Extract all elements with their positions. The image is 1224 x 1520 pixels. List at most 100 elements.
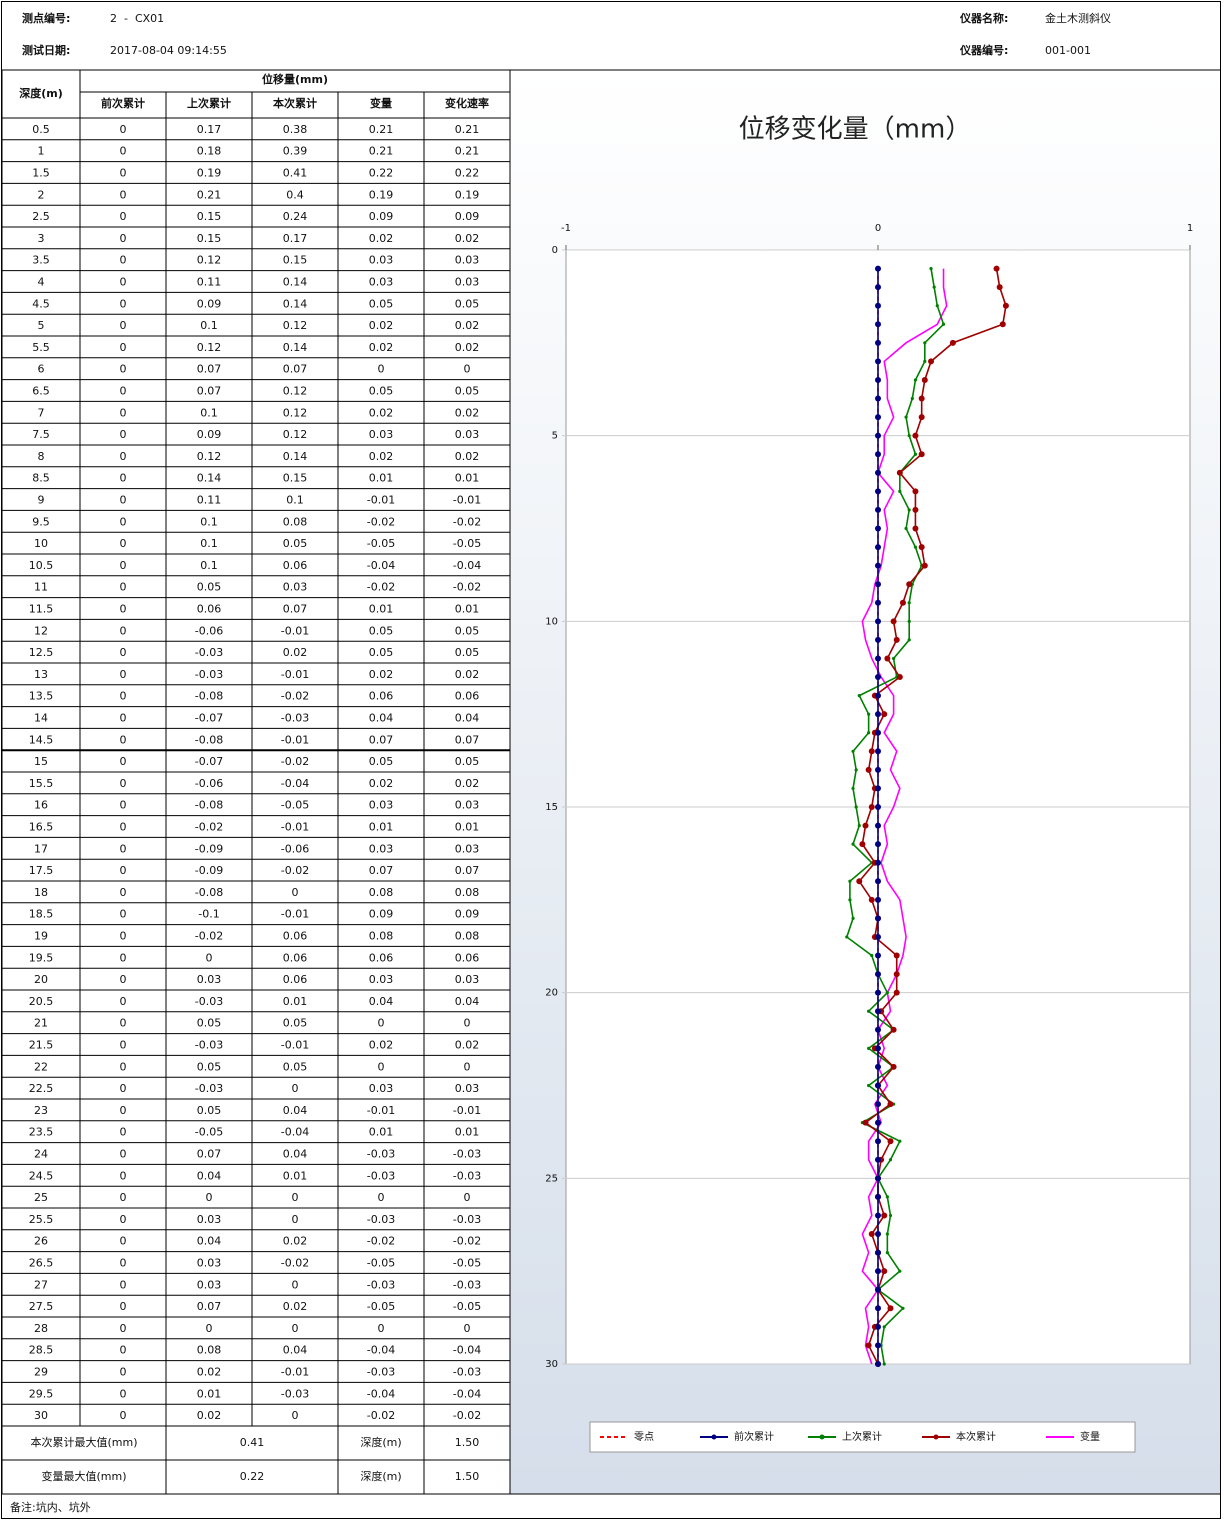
table-cell: 0.22 (369, 167, 394, 180)
table-cell: -0.03 (195, 995, 223, 1008)
table-cell: 0 (120, 123, 127, 136)
table-cell: 15.5 (29, 777, 54, 790)
legend-marker (819, 1434, 825, 1440)
table-cell: 0 (120, 406, 127, 419)
table-cell: -0.07 (195, 755, 223, 768)
table-cell: 0 (292, 1409, 299, 1422)
table-cell: 0.01 (283, 995, 308, 1008)
table-cell: 11 (34, 581, 48, 594)
table-cell: -0.05 (367, 1257, 395, 1270)
table-cell: -0.03 (367, 1213, 395, 1226)
series-marker (912, 488, 919, 495)
series-marker (875, 841, 881, 848)
table-cell: 0 (120, 254, 127, 267)
series-marker (993, 265, 1000, 272)
table-cell: 0 (120, 1257, 127, 1270)
table-cell: 0.14 (283, 276, 308, 289)
series-marker (875, 655, 881, 662)
table-cell: 0.17 (197, 123, 222, 136)
table-cell: 0.02 (283, 1235, 308, 1248)
table-cell: 0.21 (197, 188, 222, 201)
table-cell: 0 (120, 188, 127, 201)
table-cell: 0.02 (283, 1300, 308, 1313)
table-cell: 0 (120, 821, 127, 834)
table-cell: 21.5 (29, 1039, 54, 1052)
table-cell: 0.08 (369, 930, 394, 943)
series-marker (875, 989, 881, 996)
table-cell: -0.02 (367, 581, 395, 594)
table-cell: 0.04 (369, 995, 394, 1008)
series-marker (875, 1008, 881, 1015)
chart-title: 位移变化量（mm） (739, 115, 972, 145)
series-marker (875, 711, 881, 718)
table-cell: 4 (38, 276, 45, 289)
table-cell: 0.05 (369, 624, 394, 637)
table-cell: -0.08 (195, 886, 223, 899)
table-cell: 0.04 (197, 1169, 222, 1182)
table-cell: 0.1 (200, 319, 218, 332)
series-marker (875, 451, 881, 458)
table-cell: 0.02 (455, 1039, 480, 1052)
table-cell: 3.5 (32, 254, 50, 267)
table-cell: 0 (120, 1300, 127, 1313)
table-cell: -0.06 (195, 624, 223, 637)
table-cell: 0 (120, 690, 127, 703)
table-cell: -0.03 (453, 1169, 481, 1182)
table-cell: 0.05 (197, 1060, 222, 1073)
table-cell: 0 (120, 1060, 127, 1073)
table-cell: 0.06 (283, 559, 308, 572)
table-cell: 0.01 (369, 821, 394, 834)
table-cell: 0.15 (197, 210, 222, 223)
series-marker (865, 766, 872, 773)
summary-cell: 深度(m) (360, 1435, 401, 1449)
table-cell: 0 (120, 1017, 127, 1030)
series-marker (875, 692, 881, 699)
table-cell: 26.5 (29, 1257, 54, 1270)
table-cell: 19 (34, 930, 48, 943)
table-cell: 0.05 (197, 581, 222, 594)
table-cell: 0 (378, 1060, 385, 1073)
table-cell: -0.09 (195, 864, 223, 877)
table-cell: 20 (34, 973, 48, 986)
table-cell: 0.01 (455, 1126, 480, 1139)
table-cell: 6.5 (32, 385, 50, 398)
legend-box (589, 1421, 1136, 1453)
table-cell: 13 (34, 668, 48, 681)
table-cell: 0 (120, 319, 127, 332)
table-cell: 0 (120, 559, 127, 572)
series-marker (893, 952, 900, 959)
series-marker (904, 526, 908, 531)
series-marker (875, 859, 881, 866)
table-cell: 0.02 (369, 668, 394, 681)
table-cell: 0 (464, 1060, 471, 1073)
table-cell: 17 (34, 842, 48, 855)
table-cell: 0 (120, 1409, 127, 1422)
series-marker (918, 414, 925, 421)
series-marker (923, 341, 927, 345)
table-cell: 0.01 (369, 603, 394, 616)
table-cell: 0 (292, 1322, 299, 1335)
table-cell: -0.04 (453, 1344, 481, 1357)
table-cell: -0.01 (281, 733, 309, 746)
series-marker (904, 415, 908, 419)
table-cell: 0.04 (283, 1344, 308, 1357)
table-cell: 0 (120, 1039, 127, 1052)
table-cell: 0.06 (197, 603, 222, 616)
series-marker (845, 935, 849, 939)
table-cell: 0.05 (455, 624, 480, 637)
table-cell: 0.07 (455, 733, 480, 746)
table-cell: -0.05 (453, 1300, 481, 1313)
table-cell: 0.02 (455, 777, 480, 790)
table-cell: 29 (34, 1366, 48, 1379)
table-cell: 0 (120, 1213, 127, 1226)
table-cell: 0.02 (369, 450, 394, 463)
table-cell: 13.5 (29, 690, 54, 703)
column-header: 变量 (370, 96, 392, 110)
series-marker (881, 1268, 888, 1275)
table-cell: 0.07 (369, 733, 394, 746)
table-cell: 0.02 (369, 406, 394, 419)
table-cell: -0.03 (367, 1148, 395, 1161)
table-cell: 30 (34, 1409, 48, 1422)
table-cell: 0.06 (369, 951, 394, 964)
table-cell: 0 (120, 1191, 127, 1204)
